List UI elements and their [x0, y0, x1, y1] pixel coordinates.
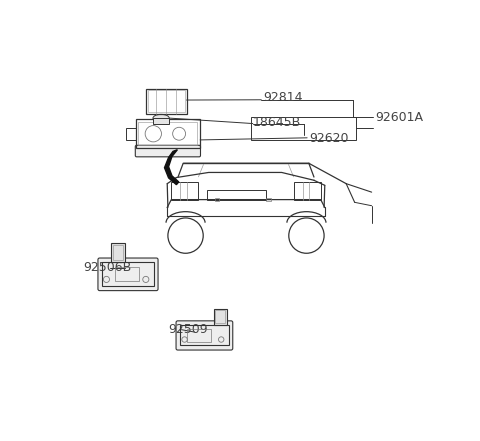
Bar: [266, 198, 271, 201]
Bar: [171, 182, 198, 200]
Bar: [215, 198, 219, 201]
Bar: [115, 267, 139, 281]
Bar: [294, 182, 321, 200]
Bar: [136, 119, 200, 148]
FancyBboxPatch shape: [135, 145, 201, 157]
Bar: [147, 90, 185, 112]
Bar: [113, 245, 123, 260]
Text: 92601A: 92601A: [375, 111, 423, 124]
Bar: [180, 325, 229, 345]
Text: 92620: 92620: [309, 132, 348, 145]
Bar: [153, 118, 169, 124]
Bar: [102, 262, 154, 285]
Ellipse shape: [153, 114, 169, 122]
Polygon shape: [165, 149, 179, 185]
Bar: [111, 243, 125, 262]
Text: 18645B: 18645B: [253, 116, 301, 129]
FancyBboxPatch shape: [176, 321, 233, 350]
Text: 92506B: 92506B: [83, 261, 131, 274]
Bar: [146, 89, 187, 114]
Bar: [207, 190, 266, 200]
Bar: [214, 309, 227, 325]
Bar: [126, 127, 136, 139]
Bar: [187, 329, 211, 341]
Bar: [251, 117, 356, 139]
Bar: [138, 122, 197, 145]
Bar: [216, 310, 225, 323]
Text: 92814: 92814: [263, 91, 302, 104]
FancyBboxPatch shape: [98, 258, 158, 291]
Text: 92509: 92509: [168, 323, 207, 336]
